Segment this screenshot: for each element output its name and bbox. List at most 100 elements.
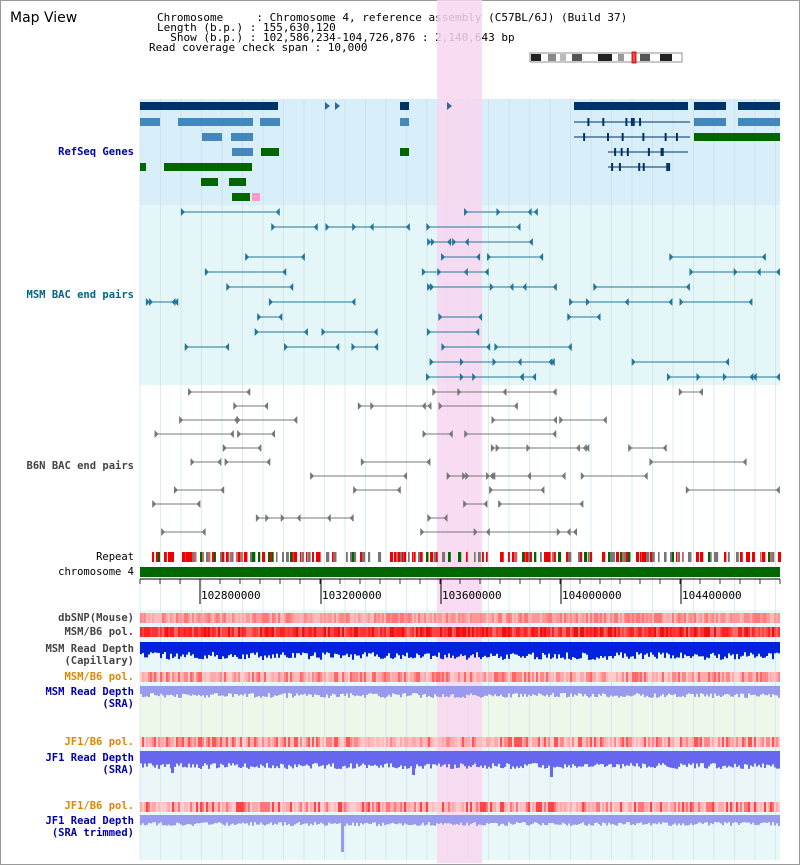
jf1-b6-pol-bar-2[interactable] <box>140 802 780 812</box>
depth-bar <box>252 751 254 767</box>
jf1-b6-pol-bar[interactable] <box>140 737 780 747</box>
dbsnp-heat-bar[interactable] <box>140 613 780 623</box>
heat-cell <box>342 802 344 812</box>
depth-bar <box>728 751 730 766</box>
msm-b6-pol-bar[interactable] <box>140 627 780 637</box>
repeat-element <box>184 552 186 562</box>
depth-bar <box>214 642 216 657</box>
refseq-gene-features[interactable] <box>140 102 780 201</box>
heat-cell <box>552 613 554 623</box>
depth-bar <box>158 686 160 697</box>
depth-bar <box>452 815 454 825</box>
depth-bar <box>378 686 380 697</box>
depth-bar <box>194 815 196 825</box>
bac-end-left <box>236 416 241 424</box>
depth-bar <box>628 642 630 659</box>
heat-cell <box>562 613 564 623</box>
msm-bac-features[interactable] <box>145 208 780 381</box>
heat-cell <box>560 627 562 637</box>
depth-bar <box>328 642 330 653</box>
heat-cell <box>244 627 246 637</box>
heat-cell <box>706 627 708 637</box>
bac-end-right <box>303 328 308 336</box>
heat-cell <box>462 627 464 637</box>
depth-bar <box>542 642 544 654</box>
depth-bar <box>754 751 756 764</box>
heat-cell <box>280 802 282 812</box>
gene-exon <box>668 163 671 171</box>
heat-cell <box>682 672 684 682</box>
heat-cell <box>558 802 560 812</box>
heat-cell <box>590 627 592 637</box>
heat-cell <box>532 672 534 682</box>
depth-bar <box>190 686 192 696</box>
heat-cell <box>276 627 278 637</box>
heat-cell <box>154 672 156 682</box>
depth-bar <box>616 815 618 826</box>
axis-tick-label: 104400000 <box>682 589 742 602</box>
bac-end-left <box>473 528 478 536</box>
heat-cell <box>682 737 684 747</box>
heat-cell <box>414 737 416 747</box>
depth-bar <box>386 642 388 656</box>
chromosome-bar[interactable] <box>140 567 780 577</box>
heat-cell <box>712 613 714 623</box>
heat-cell <box>432 737 434 747</box>
depth-bar <box>246 686 248 697</box>
depth-bar <box>704 642 706 660</box>
depth-bar <box>148 642 150 655</box>
heat-cell <box>378 802 380 812</box>
bac-end-right <box>476 253 481 261</box>
depth-bar <box>582 751 584 767</box>
depth-bar <box>548 751 550 766</box>
depth-bar <box>586 815 588 826</box>
chromosome-ideogram[interactable] <box>529 51 683 64</box>
heat-cell <box>334 737 336 747</box>
bac-end-left <box>494 343 499 351</box>
heat-cell <box>282 672 284 682</box>
heat-cell <box>722 802 724 812</box>
highlight-region[interactable] <box>437 0 482 863</box>
depth-bar <box>600 642 602 657</box>
bac-end-right <box>246 388 251 396</box>
jf1-depth-sra[interactable] <box>140 751 780 777</box>
heat-cell <box>578 672 580 682</box>
heat-cell <box>322 737 324 747</box>
repeat-track-bar[interactable] <box>152 552 782 562</box>
b6n-bac-features[interactable] <box>152 388 780 536</box>
depth-bar <box>322 751 324 766</box>
depth-bar <box>536 815 538 823</box>
heat-cell <box>330 802 332 812</box>
heat-cell <box>532 613 534 623</box>
heat-cell <box>364 672 366 682</box>
repeat-element <box>426 552 429 562</box>
msm-depth-capillary[interactable] <box>140 642 780 660</box>
depth-bar <box>236 642 238 657</box>
repeat-element <box>568 552 572 562</box>
depth-bar <box>738 751 740 766</box>
heat-cell <box>534 737 536 747</box>
heat-cell <box>644 802 646 812</box>
heat-cell <box>738 672 740 682</box>
depth-bar <box>442 642 444 660</box>
depth-bar <box>498 686 500 697</box>
depth-bar <box>508 686 510 694</box>
heat-cell <box>566 737 568 747</box>
heat-cell <box>706 672 708 682</box>
bac-end-left <box>173 486 178 494</box>
depth-bar <box>774 815 776 826</box>
jf1-depth-sra-trimmed[interactable] <box>140 815 780 852</box>
depth-bar <box>604 642 606 657</box>
heat-cell <box>370 613 372 623</box>
heat-cell <box>512 613 514 623</box>
msm-b6-pol-bar-2[interactable] <box>140 672 780 682</box>
heat-cell <box>142 613 144 623</box>
heat-cell <box>374 672 376 682</box>
heat-cell <box>590 613 592 623</box>
depth-bar <box>696 686 698 694</box>
repeat-element <box>534 552 537 562</box>
depth-bar <box>226 642 228 659</box>
msm-depth-sra[interactable] <box>140 686 780 698</box>
depth-bar <box>390 642 392 659</box>
